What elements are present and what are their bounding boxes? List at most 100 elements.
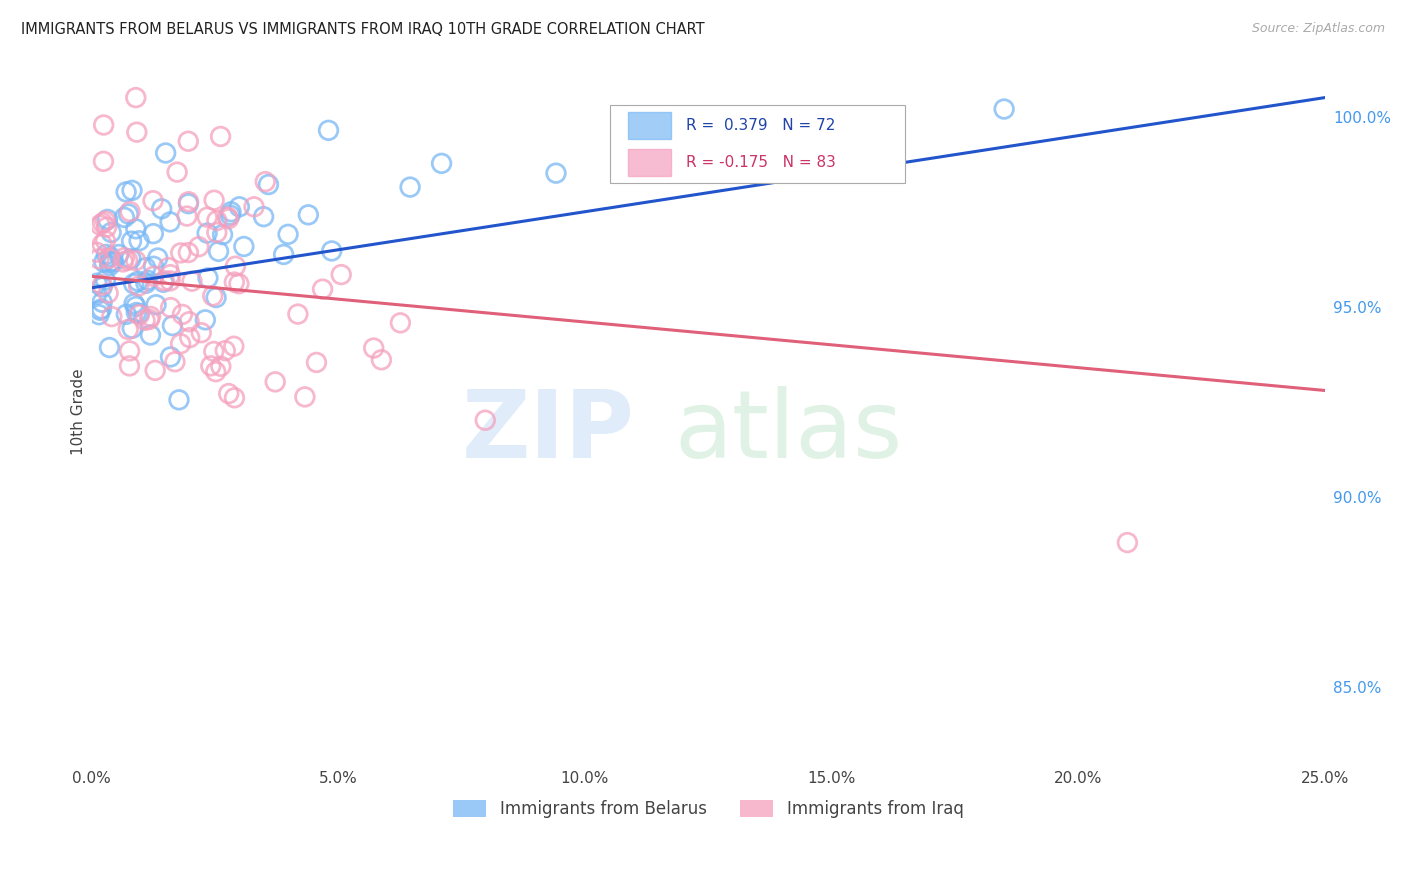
Point <box>89 218 111 232</box>
Point <box>194 313 217 327</box>
Point <box>202 193 225 207</box>
Point <box>222 339 245 353</box>
Point <box>89 303 111 318</box>
Point <box>177 196 200 211</box>
Point <box>118 343 141 358</box>
Point <box>294 390 316 404</box>
Point <box>122 296 145 310</box>
Point <box>115 185 138 199</box>
Point <box>139 328 162 343</box>
Point <box>125 305 148 319</box>
Text: Source: ZipAtlas.com: Source: ZipAtlas.com <box>1251 22 1385 36</box>
Point <box>96 247 118 261</box>
Point <box>179 315 201 329</box>
Point <box>107 247 129 261</box>
Bar <box>628 112 671 139</box>
Point <box>128 234 150 248</box>
Point <box>97 286 120 301</box>
Point <box>112 211 135 225</box>
Point <box>125 222 148 236</box>
Point <box>96 220 118 235</box>
Point <box>430 156 453 170</box>
Point <box>118 359 141 373</box>
Point <box>91 280 114 294</box>
Y-axis label: 10th Grade: 10th Grade <box>72 368 86 455</box>
Point <box>138 312 160 326</box>
Point <box>214 343 236 358</box>
Point <box>311 282 333 296</box>
Point <box>139 310 162 324</box>
Point <box>264 375 287 389</box>
Point <box>101 254 124 268</box>
Point <box>181 274 204 288</box>
Point <box>93 255 115 269</box>
Point <box>228 277 250 291</box>
Point <box>162 318 184 333</box>
Point <box>167 392 190 407</box>
Point <box>118 204 141 219</box>
Point <box>98 250 121 264</box>
Point <box>318 123 340 137</box>
Point <box>195 226 218 240</box>
Point <box>200 359 222 373</box>
Point <box>243 200 266 214</box>
Point <box>363 341 385 355</box>
Point <box>153 274 176 288</box>
Point <box>91 278 114 293</box>
Point <box>254 175 277 189</box>
Point <box>91 216 114 230</box>
Point <box>103 255 125 269</box>
Point <box>257 178 280 192</box>
Point <box>94 273 117 287</box>
Bar <box>628 149 671 176</box>
Point <box>209 359 232 374</box>
Point <box>228 200 250 214</box>
Point <box>93 118 115 132</box>
Point <box>330 268 353 282</box>
Text: R =  0.379   N = 72: R = 0.379 N = 72 <box>686 119 835 133</box>
Text: IMMIGRANTS FROM BELARUS VS IMMIGRANTS FROM IRAQ 10TH GRADE CORRELATION CHART: IMMIGRANTS FROM BELARUS VS IMMIGRANTS FR… <box>21 22 704 37</box>
Point <box>143 363 166 377</box>
Point <box>94 214 117 228</box>
Point <box>224 391 246 405</box>
Point <box>205 291 228 305</box>
Point <box>205 213 228 227</box>
Point <box>124 253 146 268</box>
Point <box>117 253 139 268</box>
Point <box>232 239 254 253</box>
Point <box>94 234 117 248</box>
Point <box>157 260 180 275</box>
Point <box>98 341 121 355</box>
Point <box>190 326 212 340</box>
Point <box>224 275 246 289</box>
FancyBboxPatch shape <box>610 105 905 183</box>
Legend: Immigrants from Belarus, Immigrants from Iraq: Immigrants from Belarus, Immigrants from… <box>446 794 970 825</box>
Point <box>136 273 159 287</box>
Point <box>100 226 122 240</box>
Point <box>177 245 200 260</box>
Point <box>98 259 121 273</box>
Point <box>128 279 150 293</box>
Point <box>87 308 110 322</box>
Point <box>159 215 181 229</box>
Point <box>197 271 219 285</box>
Point <box>177 134 200 148</box>
Point <box>121 321 143 335</box>
Point <box>201 289 224 303</box>
Point <box>127 274 149 288</box>
Point <box>101 310 124 324</box>
Point <box>177 194 200 209</box>
Point <box>135 277 157 291</box>
Point <box>169 336 191 351</box>
Point <box>170 245 193 260</box>
Text: ZIP: ZIP <box>461 386 634 478</box>
Point <box>90 301 112 316</box>
Point <box>205 226 228 240</box>
Point <box>370 352 392 367</box>
Point <box>159 274 181 288</box>
Point <box>142 260 165 274</box>
Point <box>252 210 274 224</box>
Point <box>128 307 150 321</box>
Point <box>155 146 177 161</box>
Point <box>117 207 139 221</box>
